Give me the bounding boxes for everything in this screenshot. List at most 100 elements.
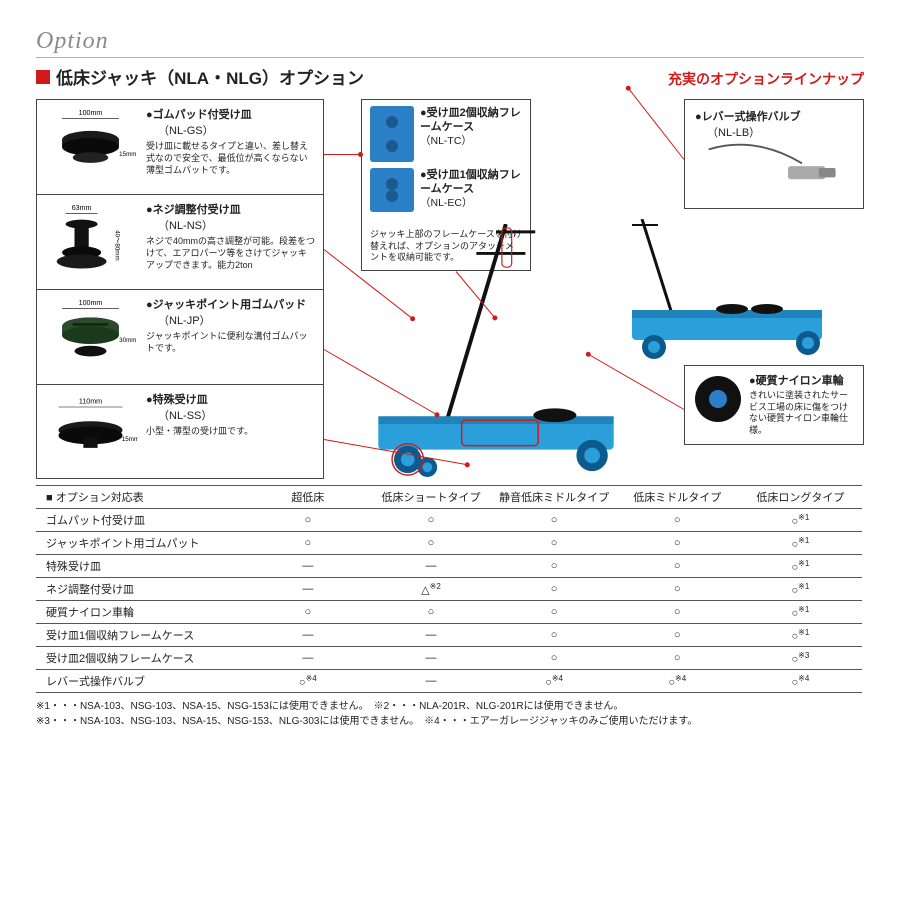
option-head: 特殊受け皿 [146,391,253,407]
nylon-wheel-icon [695,376,741,422]
cell: ○※4 [493,670,616,693]
row-label: 硬質ナイロン車輪 [36,601,246,624]
cell: ○ [616,509,739,532]
red-square-icon [36,70,50,84]
table-header-title: オプション対応表 [36,486,246,509]
option-code: （NL-GS） [146,122,315,138]
lever-valve-panel: レバー式操作バルブ （NL-LB） [684,99,864,209]
cell: ○ [616,578,739,601]
lever-head: レバー式操作バルブ [695,108,853,124]
option-item: 110mm 15mm 特殊受け皿 （NL-SS） 小型・薄型の受け皿です。 [37,385,323,480]
option-desc: ジャッキポイントに便利な溝付ゴムパットです。 [146,330,315,354]
svg-text:40～80mm: 40～80mm [113,230,120,260]
option-code: （NL-SS） [146,407,253,423]
table-header: 超低床 [246,486,369,509]
mid-head: 受け皿2個収納フレームケース [420,106,522,135]
table-row: ネジ調整付受け皿―△※2○○○※1 [36,578,862,601]
floor-jack-main-icon [346,224,646,479]
cell: ○ [616,624,739,647]
cell: ○※3 [739,647,862,670]
cell: ○※1 [739,555,862,578]
wheel-panel: 硬質ナイロン車輪 きれいに塗装されたサービス工場の床に傷をつけない硬質ナイロン車… [684,365,864,445]
cell: ○ [493,624,616,647]
cell: ○※4 [246,670,369,693]
options-panel-left: 100mm15mm ゴムパッド付受け皿 （NL-GS） 受け皿に載せるタイプと違… [36,99,324,479]
cell: ― [369,624,492,647]
cell: ○※4 [739,670,862,693]
table-row: レバー式操作バルブ○※4―○※4○※4○※4 [36,670,862,693]
section-header: Option [36,28,864,58]
cell: ○ [369,509,492,532]
option-item: 100mm15mm ゴムパッド付受け皿 （NL-GS） 受け皿に載せるタイプと違… [37,100,323,195]
cell: ○ [493,509,616,532]
option-code: （NL-NS） [146,217,315,233]
option-thumb: 100mm 30mm [43,296,138,376]
cell: ○ [493,578,616,601]
table-header: 静音低床ミドルタイプ [493,486,616,509]
table-row: 受け皿1個収納フレームケース――○○○※1 [36,624,862,647]
option-head: ネジ調整付受け皿 [146,201,315,217]
cell: ○※1 [739,601,862,624]
cell: ○ [616,601,739,624]
option-code: （NL-JP） [146,312,315,328]
option-head: ジャッキポイント用ゴムパッド [146,296,315,312]
svg-text:15mm: 15mm [119,151,136,158]
frame-case-icon [370,168,414,212]
page-title: 低床ジャッキ（NLA・NLG）オプション [56,64,364,89]
mid-item: 受け皿2個収納フレームケース（NL-TC） [370,106,522,162]
table-header: 低床ロングタイプ [739,486,862,509]
cell: ― [246,647,369,670]
svg-text:15mm: 15mm [122,436,138,443]
diagram-area: 100mm15mm ゴムパッド付受け皿 （NL-GS） 受け皿に載せるタイプと違… [36,99,864,481]
row-label: 受け皿1個収納フレームケース [36,624,246,647]
cell: ○ [246,509,369,532]
footnote-line: ※1・・・NSA-103、NSG-103、NSA-15、NSG-153には使用で… [36,699,864,714]
svg-text:100mm: 100mm [79,109,103,117]
row-label: ジャッキポイント用ゴムパット [36,532,246,555]
footnotes: ※1・・・NSA-103、NSG-103、NSA-15、NSG-153には使用で… [36,699,864,729]
cell: ― [246,578,369,601]
option-desc: 受け皿に載せるタイプと違い、差し替え式なので安全で、最低位が高くならない薄型ゴム… [146,140,315,176]
cell: ○ [493,601,616,624]
table-row: 受け皿2個収納フレームケース――○○○※3 [36,647,862,670]
cell: ○ [369,601,492,624]
table-row: ゴムパット付受け皿○○○○○※1 [36,509,862,532]
lever-valve-icon [695,140,853,196]
svg-text:100mm: 100mm [79,299,103,307]
cell: ○ [246,532,369,555]
table-header: 低床ショートタイプ [369,486,492,509]
option-thumb: 63mm 40～80mm [43,201,138,281]
row-label: 特殊受け皿 [36,555,246,578]
cell: ○ [246,601,369,624]
frame-case-icon [370,106,414,162]
cell: ○ [493,647,616,670]
cell: ○※1 [739,532,862,555]
cell: ― [369,670,492,693]
svg-text:30mm: 30mm [119,337,136,344]
wheel-desc: きれいに塗装されたサービス工場の床に傷をつけない硬質ナイロン車輪仕様。 [749,390,853,437]
cell: ○ [493,555,616,578]
svg-text:110mm: 110mm [79,397,102,405]
cell: ○※1 [739,578,862,601]
callout-line [324,154,360,155]
cell: ○ [616,555,739,578]
cell: ― [246,555,369,578]
option-desc: ネジで40mmの高さ調整が可能。段差をつけて、エアロパーツ等をさけてジャッキアッ… [146,235,315,271]
cell: ○※1 [739,624,862,647]
cell: ○ [493,532,616,555]
cell: ― [246,624,369,647]
svg-text:63mm: 63mm [72,204,92,212]
subtitle: 充実のオプションラインナップ [668,69,864,89]
cell: ― [369,555,492,578]
cell: ○※1 [739,509,862,532]
row-label: ネジ調整付受け皿 [36,578,246,601]
wheel-head: 硬質ナイロン車輪 [749,372,853,388]
option-thumb: 100mm 15mm [43,106,138,186]
cell: ○ [616,532,739,555]
option-desc: 小型・薄型の受け皿です。 [146,425,253,437]
floor-jack-side-icon [612,219,832,369]
compatibility-table: オプション対応表超低床低床ショートタイプ静音低床ミドルタイプ低床ミドルタイプ低床… [36,485,862,693]
mid-code: （NL-TC） [420,135,522,149]
cell: ○ [369,532,492,555]
option-item: 63mm 40～80mm ネジ調整付受け皿 （NL-NS） ネジで40mmの高さ調… [37,195,323,290]
